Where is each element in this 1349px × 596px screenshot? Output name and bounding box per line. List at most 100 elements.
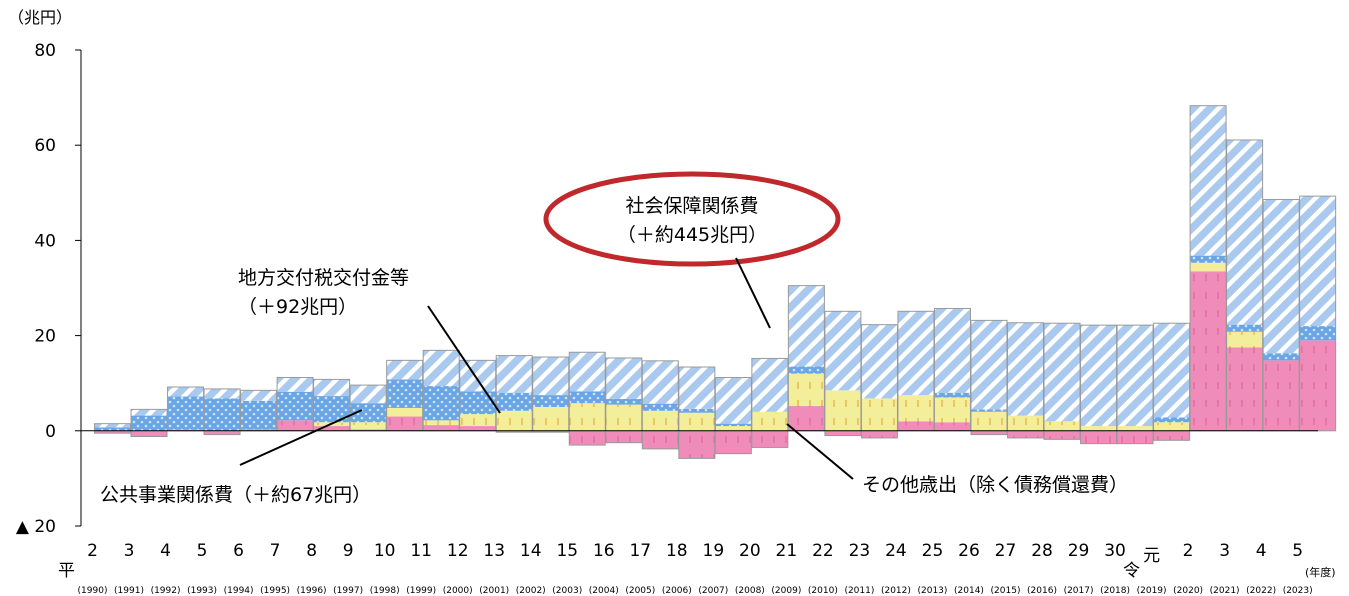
- x-tick-label: 29: [1068, 541, 1090, 561]
- bar-segment: [569, 352, 606, 392]
- era-reiwa-label: 令: [1123, 561, 1140, 581]
- bar-segment: [1153, 430, 1190, 441]
- x-tick-label: 元: [1143, 546, 1160, 566]
- bar-segment: [1117, 430, 1154, 444]
- bar-segment: [970, 411, 1007, 431]
- bar-segment: [459, 414, 496, 427]
- bar-segment: [642, 430, 679, 449]
- y-unit-label: （兆円）: [8, 8, 72, 27]
- bar-segment: [788, 285, 825, 367]
- bar-segment: [569, 430, 606, 446]
- bar-segment: [605, 398, 642, 405]
- bar-outline: [860, 324, 898, 439]
- bar-outline: [714, 376, 752, 455]
- x-year-label: (2005): [625, 586, 655, 596]
- x-tick-label: 9: [343, 541, 354, 561]
- bar-segment: [1080, 426, 1117, 431]
- x-year-label: (2009): [771, 586, 801, 596]
- bar-segment: [496, 392, 533, 411]
- bar-segment: [1299, 340, 1336, 431]
- bar-segment: [496, 410, 533, 431]
- bar-segment: [532, 395, 569, 407]
- bar-outline: [751, 357, 789, 448]
- bar-segment: [861, 324, 898, 399]
- bar-segment: [350, 429, 387, 431]
- bar-segment: [970, 430, 1007, 435]
- bar-outline: [1007, 322, 1044, 439]
- bar-segment: [788, 406, 825, 431]
- bar-segment: [861, 398, 898, 431]
- bar-segment: [1044, 421, 1081, 431]
- bar-segment: [1190, 255, 1227, 263]
- x-tick-label: 21: [776, 541, 798, 561]
- x-tick-label: 5: [197, 541, 208, 561]
- other-label: その他歳出（除く債務償還費）: [862, 474, 1128, 496]
- bar-segment: [1226, 139, 1263, 325]
- social-security-label: 社会保障関係費: [625, 195, 758, 217]
- bar-segment: [240, 429, 277, 431]
- x-tick-label: 25: [922, 541, 944, 561]
- bar-segment: [204, 398, 241, 431]
- public-works-leader: [239, 409, 363, 466]
- local-tax-amount: （＋92兆円）: [238, 296, 357, 318]
- bar-segment: [1263, 360, 1300, 431]
- bar-segment: [1080, 325, 1117, 427]
- bar-segment: [1190, 262, 1227, 272]
- bar-segment: [1153, 417, 1190, 423]
- bar-segment: [277, 391, 314, 421]
- x-year-label: (2022): [1246, 586, 1276, 596]
- bar-segment: [715, 423, 752, 427]
- x-year-label: (2008): [735, 586, 765, 596]
- bar-segment: [313, 379, 350, 397]
- bar-segment: [167, 387, 204, 397]
- era-heisei-label: 平: [58, 561, 75, 581]
- bar-outline: [94, 423, 131, 434]
- x-year-label: (2000): [443, 586, 473, 596]
- x-tick-label: 17: [629, 541, 651, 561]
- y-tick-label: 60: [34, 136, 56, 156]
- x-year-label: (2020): [1173, 586, 1203, 596]
- bar-segment: [569, 403, 606, 431]
- x-year-label: (2023): [1283, 586, 1313, 596]
- bar-segment: [131, 415, 168, 431]
- bar-segment: [751, 358, 788, 412]
- bar-outline: [1080, 324, 1118, 445]
- bar-segment: [642, 410, 679, 431]
- bar-segment: [569, 391, 606, 404]
- x-tick-label: 10: [374, 541, 396, 561]
- bar-segment: [386, 416, 423, 431]
- bar-outline: [532, 356, 570, 433]
- x-tick-label: 18: [666, 541, 688, 561]
- x-tick-label: 24: [885, 541, 907, 561]
- bar-segment: [715, 426, 752, 431]
- bar-outline: [824, 310, 862, 437]
- bar-segment: [1299, 196, 1336, 327]
- bar-segment: [934, 422, 971, 431]
- bar-segment: [751, 430, 788, 448]
- bar-segment: [1226, 324, 1263, 332]
- bar-segment: [605, 357, 642, 399]
- bar-outline: [970, 319, 1008, 436]
- bar-outline: [1116, 324, 1154, 445]
- bar-segment: [532, 430, 569, 433]
- bar-segment: [934, 308, 971, 393]
- bar-segment: [678, 430, 715, 459]
- x-tick-label: 8: [306, 541, 317, 561]
- bar-segment: [642, 360, 679, 404]
- bar-segment: [897, 311, 934, 396]
- bar-outline: [641, 360, 679, 450]
- x-tick-label: 26: [958, 541, 980, 561]
- bar-segment: [423, 350, 460, 387]
- bar-segment: [313, 426, 350, 431]
- bar-segment: [1263, 353, 1300, 361]
- x-year-label: (2006): [662, 586, 692, 596]
- bar-segment: [240, 390, 277, 401]
- y-ticks: 80 60 40 20 0 ▲ 20: [16, 41, 81, 537]
- y-tick-label: 0: [45, 422, 56, 442]
- bar-segment: [386, 379, 423, 408]
- bar-segment: [350, 422, 387, 430]
- bar-segment: [131, 430, 168, 437]
- bar-segment: [970, 320, 1007, 410]
- bar-segment: [1153, 422, 1190, 431]
- bar-segment: [1044, 430, 1081, 440]
